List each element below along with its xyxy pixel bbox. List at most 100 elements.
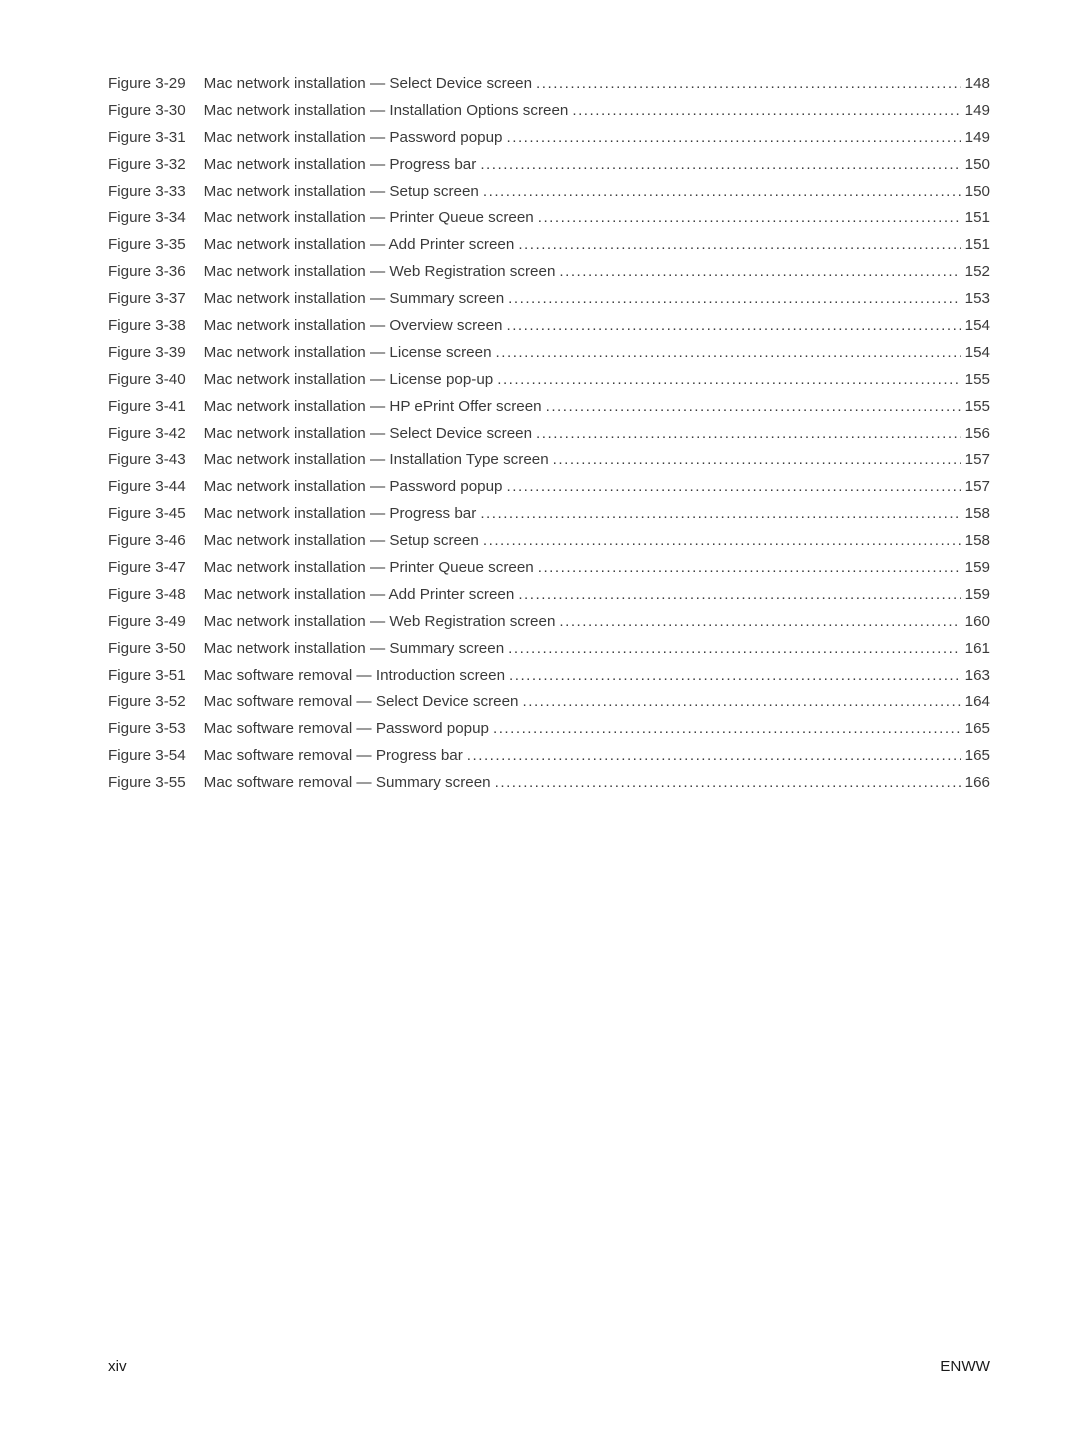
figure-label: Figure 3-50 xyxy=(108,641,204,656)
figure-title: Mac network installation — Select Device… xyxy=(204,426,532,441)
page-number: 166 xyxy=(961,775,990,790)
page-footer: xiv ENWW xyxy=(108,1358,990,1375)
toc-entry: Figure 3-53Mac software removal — Passwo… xyxy=(108,721,990,736)
figure-label: Figure 3-41 xyxy=(108,399,204,414)
toc-entry: Figure 3-41Mac network installation — HP… xyxy=(108,399,990,414)
page-number: 149 xyxy=(961,103,990,118)
page-number: 161 xyxy=(961,641,990,656)
figure-label: Figure 3-48 xyxy=(108,587,204,602)
figure-label: Figure 3-53 xyxy=(108,721,204,736)
figure-title: Mac network installation — Setup screen xyxy=(204,533,479,548)
figure-label: Figure 3-40 xyxy=(108,372,204,387)
dot-leader xyxy=(489,721,961,736)
toc-entry: Figure 3-38Mac network installation — Ov… xyxy=(108,318,990,333)
figure-title: Mac network installation — License pop-u… xyxy=(204,372,494,387)
page-number: 159 xyxy=(961,587,990,602)
figure-label: Figure 3-38 xyxy=(108,318,204,333)
toc-entry: Figure 3-49Mac network installation — We… xyxy=(108,614,990,629)
page-number: 158 xyxy=(961,533,990,548)
dot-leader xyxy=(549,452,961,467)
dot-leader xyxy=(503,130,961,145)
figure-label: Figure 3-30 xyxy=(108,103,204,118)
page-container: Figure 3-29Mac network installation — Se… xyxy=(0,0,1080,1437)
dot-leader xyxy=(503,479,961,494)
figure-title: Mac network installation — Web Registrat… xyxy=(204,264,556,279)
dot-leader xyxy=(532,426,961,441)
page-number: 156 xyxy=(961,426,990,441)
page-number: 148 xyxy=(961,76,990,91)
page-number: 149 xyxy=(961,130,990,145)
toc-entry: Figure 3-40Mac network installation — Li… xyxy=(108,372,990,387)
figure-label: Figure 3-43 xyxy=(108,452,204,467)
figure-title: Mac software removal — Select Device scr… xyxy=(204,694,519,709)
figure-label: Figure 3-39 xyxy=(108,345,204,360)
figure-title: Mac network installation — Add Printer s… xyxy=(204,237,515,252)
list-of-figures: Figure 3-29Mac network installation — Se… xyxy=(108,76,990,790)
figure-label: Figure 3-47 xyxy=(108,560,204,575)
figure-label: Figure 3-46 xyxy=(108,533,204,548)
toc-entry: Figure 3-42Mac network installation — Se… xyxy=(108,426,990,441)
dot-leader xyxy=(504,641,961,656)
dot-leader xyxy=(534,210,961,225)
toc-entry: Figure 3-29Mac network installation — Se… xyxy=(108,76,990,91)
toc-entry: Figure 3-46Mac network installation — Se… xyxy=(108,533,990,548)
dot-leader xyxy=(479,533,961,548)
figure-label: Figure 3-34 xyxy=(108,210,204,225)
figure-title: Mac network installation — Installation … xyxy=(204,103,569,118)
dot-leader xyxy=(568,103,960,118)
page-number: 154 xyxy=(961,345,990,360)
figure-title: Mac network installation — Summary scree… xyxy=(204,641,504,656)
figure-label: Figure 3-29 xyxy=(108,76,204,91)
page-number: 155 xyxy=(961,372,990,387)
toc-entry: Figure 3-44Mac network installation — Pa… xyxy=(108,479,990,494)
page-number: 157 xyxy=(961,452,990,467)
toc-entry: Figure 3-34Mac network installation — Pr… xyxy=(108,210,990,225)
figure-title: Mac software removal — Password popup xyxy=(204,721,489,736)
figure-title: Mac software removal — Summary screen xyxy=(204,775,491,790)
dot-leader xyxy=(519,694,961,709)
dot-leader xyxy=(476,506,960,521)
dot-leader xyxy=(492,345,961,360)
page-number: 158 xyxy=(961,506,990,521)
footer-page-roman: xiv xyxy=(108,1358,127,1375)
dot-leader xyxy=(555,264,960,279)
toc-entry: Figure 3-31Mac network installation — Pa… xyxy=(108,130,990,145)
toc-entry: Figure 3-52Mac software removal — Select… xyxy=(108,694,990,709)
toc-entry: Figure 3-47Mac network installation — Pr… xyxy=(108,560,990,575)
page-number: 159 xyxy=(961,560,990,575)
dot-leader xyxy=(504,291,961,306)
figure-title: Mac software removal — Progress bar xyxy=(204,748,463,763)
page-number: 164 xyxy=(961,694,990,709)
page-number: 151 xyxy=(961,237,990,252)
toc-entry: Figure 3-35Mac network installation — Ad… xyxy=(108,237,990,252)
toc-entry: Figure 3-50Mac network installation — Su… xyxy=(108,641,990,656)
figure-title: Mac network installation — License scree… xyxy=(204,345,492,360)
figure-title: Mac software removal — Introduction scre… xyxy=(204,668,505,683)
figure-title: Mac network installation — Printer Queue… xyxy=(204,560,534,575)
dot-leader xyxy=(493,372,960,387)
toc-entry: Figure 3-54Mac software removal — Progre… xyxy=(108,748,990,763)
figure-title: Mac network installation — Password popu… xyxy=(204,479,503,494)
toc-entry: Figure 3-48Mac network installation — Ad… xyxy=(108,587,990,602)
figure-label: Figure 3-33 xyxy=(108,184,204,199)
dot-leader xyxy=(555,614,960,629)
dot-leader xyxy=(463,748,961,763)
figure-label: Figure 3-44 xyxy=(108,479,204,494)
page-number: 157 xyxy=(961,479,990,494)
toc-entry: Figure 3-32Mac network installation — Pr… xyxy=(108,157,990,172)
dot-leader xyxy=(505,668,961,683)
figure-title: Mac network installation — Password popu… xyxy=(204,130,503,145)
figure-title: Mac network installation — Add Printer s… xyxy=(204,587,515,602)
figure-label: Figure 3-49 xyxy=(108,614,204,629)
footer-locale: ENWW xyxy=(940,1358,990,1375)
dot-leader xyxy=(479,184,961,199)
figure-title: Mac network installation — Select Device… xyxy=(204,76,532,91)
figure-label: Figure 3-37 xyxy=(108,291,204,306)
page-number: 165 xyxy=(961,748,990,763)
toc-entry: Figure 3-55Mac software removal — Summar… xyxy=(108,775,990,790)
toc-entry: Figure 3-43Mac network installation — In… xyxy=(108,452,990,467)
toc-entry: Figure 3-45Mac network installation — Pr… xyxy=(108,506,990,521)
toc-entry: Figure 3-39Mac network installation — Li… xyxy=(108,345,990,360)
page-number: 151 xyxy=(961,210,990,225)
dot-leader xyxy=(514,587,960,602)
